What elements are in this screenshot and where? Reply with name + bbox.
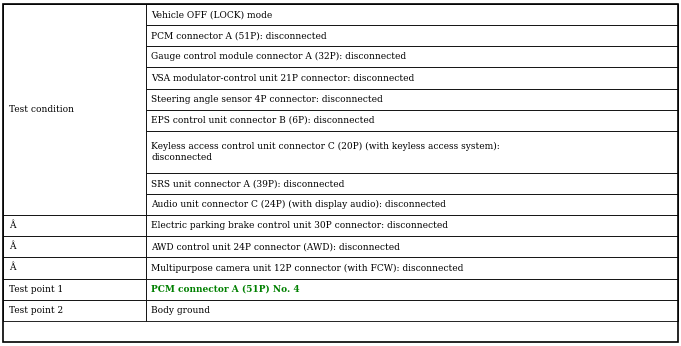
Text: Electric parking brake control unit 30P connector: disconnected: Electric parking brake control unit 30P … (151, 221, 448, 230)
FancyBboxPatch shape (3, 236, 146, 257)
Text: EPS control unit connector B (6P): disconnected: EPS control unit connector B (6P): disco… (151, 116, 375, 125)
Text: Multipurpose camera unit 12P connector (with FCW): disconnected: Multipurpose camera unit 12P connector (… (151, 263, 464, 273)
FancyBboxPatch shape (3, 257, 146, 279)
FancyBboxPatch shape (146, 257, 678, 279)
Text: Keyless access control unit connector C (20P) (with keyless access system):
disc: Keyless access control unit connector C … (151, 142, 500, 162)
Text: Â: Â (9, 221, 16, 230)
Text: PCM connector A (51P) No. 4: PCM connector A (51P) No. 4 (151, 284, 300, 294)
FancyBboxPatch shape (146, 67, 678, 89)
FancyBboxPatch shape (146, 25, 678, 46)
Text: PCM connector A (51P): disconnected: PCM connector A (51P): disconnected (151, 31, 327, 40)
Text: Â: Â (9, 263, 16, 273)
Text: SRS unit connector A (39P): disconnected: SRS unit connector A (39P): disconnected (151, 179, 345, 188)
FancyBboxPatch shape (146, 4, 678, 25)
FancyBboxPatch shape (146, 89, 678, 110)
Text: Gauge control module connector A (32P): disconnected: Gauge control module connector A (32P): … (151, 52, 407, 62)
FancyBboxPatch shape (146, 110, 678, 131)
FancyBboxPatch shape (146, 46, 678, 67)
FancyBboxPatch shape (146, 215, 678, 236)
Text: Body ground: Body ground (151, 306, 210, 315)
FancyBboxPatch shape (146, 131, 678, 173)
FancyBboxPatch shape (146, 236, 678, 257)
FancyBboxPatch shape (3, 4, 146, 215)
Text: Steering angle sensor 4P connector: disconnected: Steering angle sensor 4P connector: disc… (151, 94, 383, 104)
Text: Audio unit connector C (24P) (with display audio): disconnected: Audio unit connector C (24P) (with displ… (151, 200, 446, 209)
FancyBboxPatch shape (3, 300, 146, 321)
Text: Test point 1: Test point 1 (9, 284, 63, 294)
FancyBboxPatch shape (3, 215, 146, 236)
Text: Test point 2: Test point 2 (9, 306, 63, 315)
FancyBboxPatch shape (146, 300, 678, 321)
FancyBboxPatch shape (146, 194, 678, 215)
Text: Test condition: Test condition (9, 105, 74, 114)
Text: AWD control unit 24P connector (AWD): disconnected: AWD control unit 24P connector (AWD): di… (151, 242, 400, 252)
FancyBboxPatch shape (146, 173, 678, 194)
Text: Vehicle OFF (LOCK) mode: Vehicle OFF (LOCK) mode (151, 10, 272, 19)
Text: VSA modulator-control unit 21P connector: disconnected: VSA modulator-control unit 21P connector… (151, 73, 414, 83)
FancyBboxPatch shape (146, 279, 678, 300)
Text: Â: Â (9, 242, 16, 252)
FancyBboxPatch shape (3, 279, 146, 300)
